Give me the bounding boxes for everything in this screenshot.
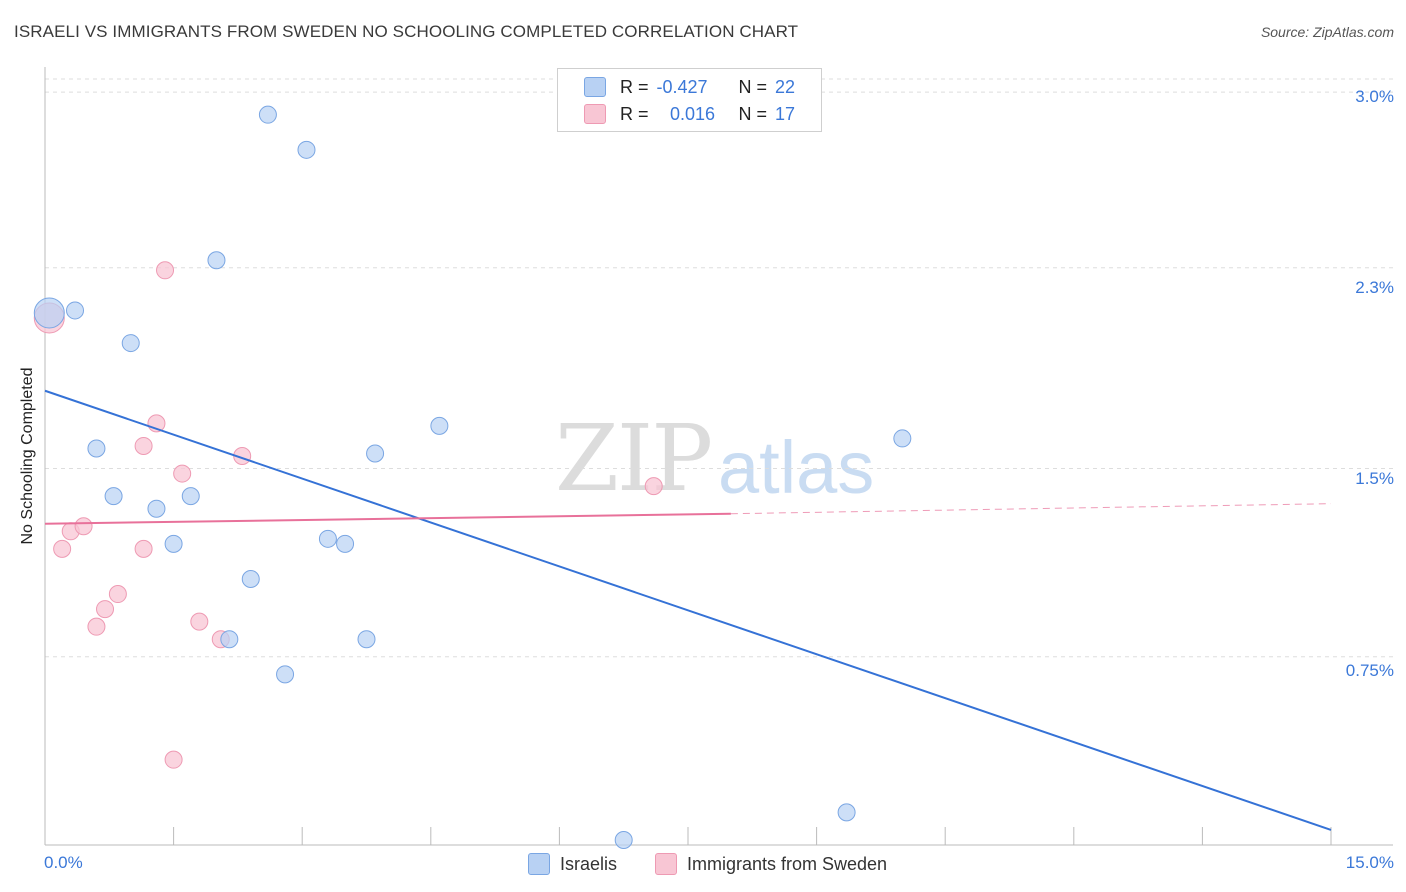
trendline-sweden: [44, 512, 731, 525]
y-tick-label-3-0: 3.0%: [1355, 87, 1394, 106]
watermark-zip: ZIP: [555, 405, 713, 512]
bottom-legend-swatch-pink: [655, 853, 677, 875]
bottom-legend-label-sweden: Immigrants from Sweden: [687, 853, 888, 874]
point-israelis-19: [893, 429, 912, 448]
point-sweden-10: [156, 261, 175, 280]
point-sweden-16: [644, 477, 663, 496]
point-sweden-1: [53, 539, 72, 558]
legend-n-label: N =: [738, 103, 768, 124]
point-israelis-21: [837, 803, 856, 822]
point-israelis-3: [87, 439, 106, 458]
legend-n-label: N =: [738, 76, 768, 97]
y-tick-label-2-3: 2.3%: [1355, 278, 1394, 297]
point-israelis-9: [258, 105, 277, 124]
point-israelis-20: [614, 830, 633, 849]
point-sweden-6: [108, 585, 127, 604]
point-israelis-17: [430, 416, 449, 435]
point-israelis-6: [181, 487, 200, 506]
point-sweden-8: [134, 539, 153, 558]
point-israelis-18: [357, 630, 376, 649]
point-israelis-14: [318, 529, 337, 548]
point-sweden-12: [173, 464, 192, 483]
bottom-legend-sweden: Immigrants from Sweden: [655, 852, 887, 876]
legend-swatch-blue: [584, 77, 606, 97]
chart-title: ISRAELI VS IMMIGRANTS FROM SWEDEN NO SCH…: [14, 22, 799, 41]
legend-swatch-pink: [584, 104, 606, 124]
point-israelis-4: [104, 487, 123, 506]
legend-r-value-sweden: 0.016: [669, 103, 716, 124]
trendline-sweden-extension: [730, 503, 1332, 515]
stats-legend-row-sweden: R = 0.016 N = 17: [558, 101, 795, 127]
point-israelis-15: [336, 534, 355, 553]
point-israelis-13: [276, 665, 295, 684]
y-tick-label-1-5: 1.5%: [1355, 469, 1394, 488]
legend-n-value-sweden: 17: [775, 103, 796, 124]
x-tick-label-min: 0.0%: [44, 853, 83, 872]
point-israelis-2: [121, 334, 140, 353]
point-israelis-16: [366, 444, 385, 463]
point-sweden-13: [190, 612, 209, 631]
watermark-atlas: atlas: [718, 426, 875, 509]
y-tick-label-0-75: 0.75%: [1345, 661, 1394, 680]
bottom-legend-swatch-blue: [528, 853, 550, 875]
legend-n-value-israelis: 22: [775, 76, 796, 97]
stats-legend-row-israelis: R = -0.427 N = 22: [558, 74, 795, 100]
point-sweden-4: [87, 617, 106, 636]
legend-r-label: R =: [620, 76, 649, 97]
point-israelis-10: [297, 140, 316, 159]
source-label: Source: ZipAtlas.com: [1260, 24, 1394, 40]
point-sweden-5: [96, 600, 115, 619]
point-israelis-11: [241, 569, 260, 588]
point-israelis-12: [220, 630, 239, 649]
legend-r-value-israelis: -0.427: [656, 76, 708, 97]
point-israelis-1: [66, 301, 85, 320]
point-israelis-7: [164, 534, 183, 553]
legend-r-label: R =: [620, 103, 649, 124]
point-israelis-0: [33, 297, 65, 329]
point-sweden-3: [74, 517, 93, 536]
bottom-legend-israelis: Israelis: [528, 852, 617, 876]
point-sweden-11: [164, 750, 183, 769]
stats-legend: R = -0.427 N = 22 R = 0.016 N = 17: [557, 68, 822, 132]
bottom-legend-label-israelis: Israelis: [560, 853, 618, 874]
point-israelis-5: [147, 499, 166, 518]
point-israelis-8: [207, 251, 226, 270]
point-sweden-7: [134, 436, 153, 455]
x-tick-label-max: 15.0%: [1345, 853, 1394, 872]
trendline-israelis: [44, 389, 1332, 831]
